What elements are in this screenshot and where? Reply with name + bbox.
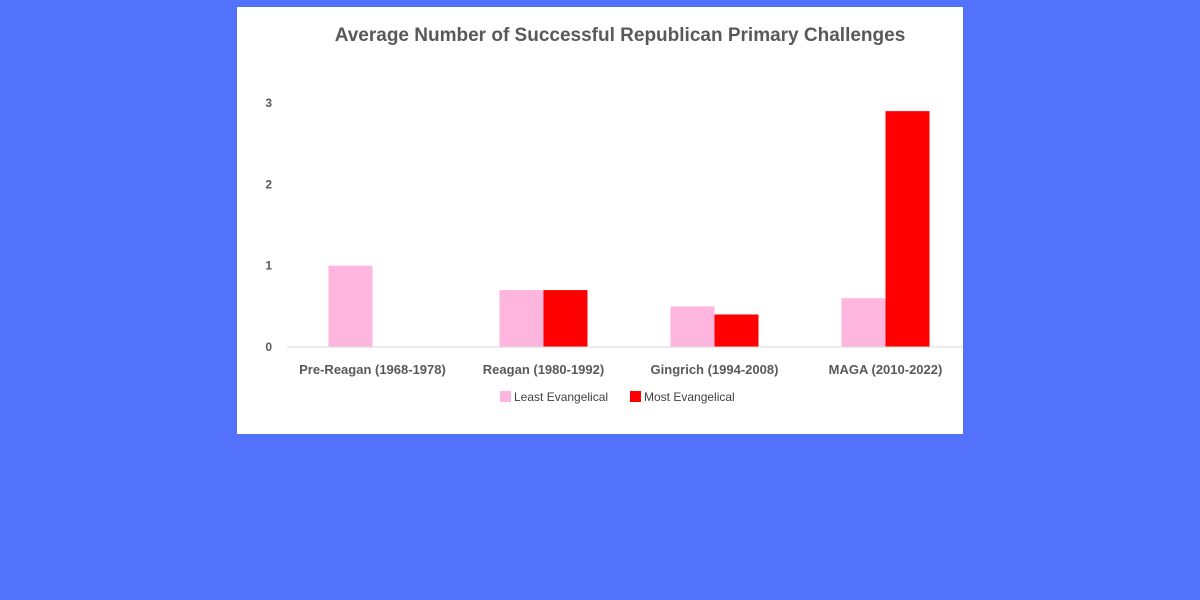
- legend: Least Evangelical Most Evangelical: [500, 390, 735, 404]
- bar-most-evangelical: [543, 290, 588, 347]
- y-tick-label: 3: [265, 96, 272, 110]
- y-axis: 0 1 2 3: [265, 96, 272, 354]
- x-category-label: Pre-Reagan (1968-1978): [299, 362, 446, 377]
- bar-least-evangelical: [841, 298, 886, 347]
- legend-label: Least Evangelical: [514, 390, 608, 404]
- bar-least-evangelical: [328, 265, 373, 347]
- x-category-label: Reagan (1980-1992): [483, 362, 604, 377]
- legend-swatch: [500, 391, 511, 402]
- y-tick-label: 0: [265, 340, 272, 354]
- legend-label: Most Evangelical: [644, 390, 735, 404]
- x-category-label: Gingrich (1994-2008): [651, 362, 779, 377]
- chart-panel: Average Number of Successful Republican …: [237, 7, 963, 434]
- bar-least-evangelical: [499, 290, 544, 347]
- x-axis-labels: Pre-Reagan (1968-1978) Reagan (1980-1992)…: [299, 362, 942, 377]
- bar-chart: Average Number of Successful Republican …: [265, 25, 963, 404]
- x-category-label: MAGA (2010-2022): [829, 362, 943, 377]
- bars: [328, 111, 930, 347]
- y-tick-label: 1: [265, 259, 272, 273]
- legend-swatch: [630, 391, 641, 402]
- bar-most-evangelical: [714, 314, 759, 347]
- bar-least-evangelical: [670, 306, 715, 347]
- chart-title: Average Number of Successful Republican …: [335, 25, 906, 46]
- y-tick-label: 2: [265, 177, 272, 191]
- bar-most-evangelical: [885, 111, 930, 347]
